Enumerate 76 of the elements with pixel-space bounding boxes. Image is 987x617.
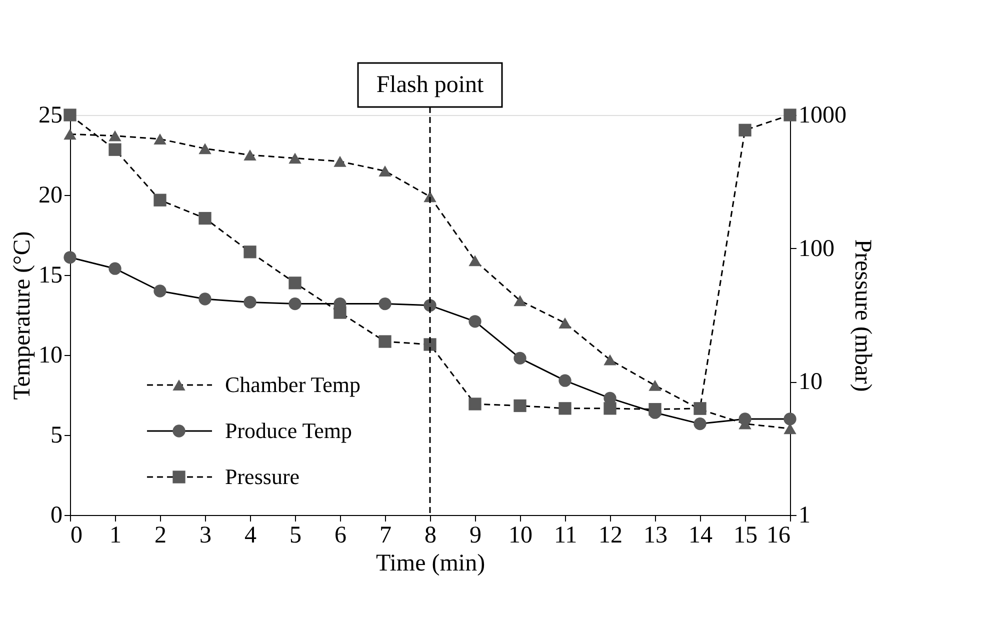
point [514,352,526,365]
point [334,156,346,167]
point [784,412,796,426]
y-tick-label: 0 [50,502,62,528]
x-tick-label: 7 [380,522,392,548]
point [154,284,166,298]
point [468,398,482,410]
point [558,318,572,328]
y2-tick-label: 100 [798,236,834,262]
x-tick-label: 8 [424,522,436,548]
y-tick-label: 5 [50,422,62,448]
point [784,108,796,122]
x-tick-label: 12 [598,522,622,548]
x-tick-label: 5 [290,522,302,548]
point [468,315,482,328]
x-tick-label: 14 [688,522,712,548]
point [288,297,302,310]
legend-label: Chamber Temp [225,372,361,397]
point [64,251,76,264]
point [738,124,752,136]
x-tick-label: 10 [508,522,532,548]
point [558,374,572,387]
point [244,246,256,258]
point [154,134,166,144]
point [604,402,616,415]
y2-tick-label: 1 [798,502,810,528]
point [558,402,572,415]
y-tick-label: 10 [38,342,62,368]
point [244,296,256,309]
legend-label: Pressure [225,464,300,489]
point [64,108,76,122]
x-axis-title: Time (min) [376,550,486,576]
x-tick-label: 2 [154,522,166,548]
x-tick-label: 16 [766,522,790,548]
y2-axis-title: Pressure (mbar) [850,239,876,392]
x-tick-label: 13 [644,522,668,548]
ref-line-label: Flash point [376,72,484,98]
point [334,306,346,319]
point [694,417,706,430]
point [108,143,122,156]
point [604,354,616,366]
point [514,295,526,306]
x-tick-label: 11 [554,522,578,548]
point [648,380,662,391]
x-tick-label: 1 [110,522,122,548]
point [198,212,212,225]
y-tick-label: 15 [38,262,62,288]
point [468,255,482,266]
point [378,297,392,310]
point [64,128,76,140]
x-tick-label: 6 [334,522,346,548]
x-tick-label: 3 [200,522,212,548]
point [108,262,122,275]
point [424,338,436,351]
point [288,276,302,290]
y2-tick-label: 10 [798,369,822,396]
y2-tick-label: 1000 [798,102,846,128]
point [378,335,392,348]
point [378,166,392,176]
y-tick-label: 20 [38,182,62,208]
point [514,399,526,412]
y-axis-title: Temperature (°C) [10,231,36,400]
point [154,194,166,206]
point [648,403,662,416]
point [288,152,302,164]
point [198,143,212,154]
x-tick-label: 0 [70,522,82,548]
x-tick-label: 4 [244,522,256,548]
point [244,150,256,160]
y-tick-label: 25 [38,102,62,128]
point [198,292,212,306]
point [108,130,122,142]
point [738,412,752,426]
x-tick-label: 9 [470,522,482,548]
x-tick-label: 15 [734,522,758,548]
legend-label: Produce Temp [225,418,352,443]
